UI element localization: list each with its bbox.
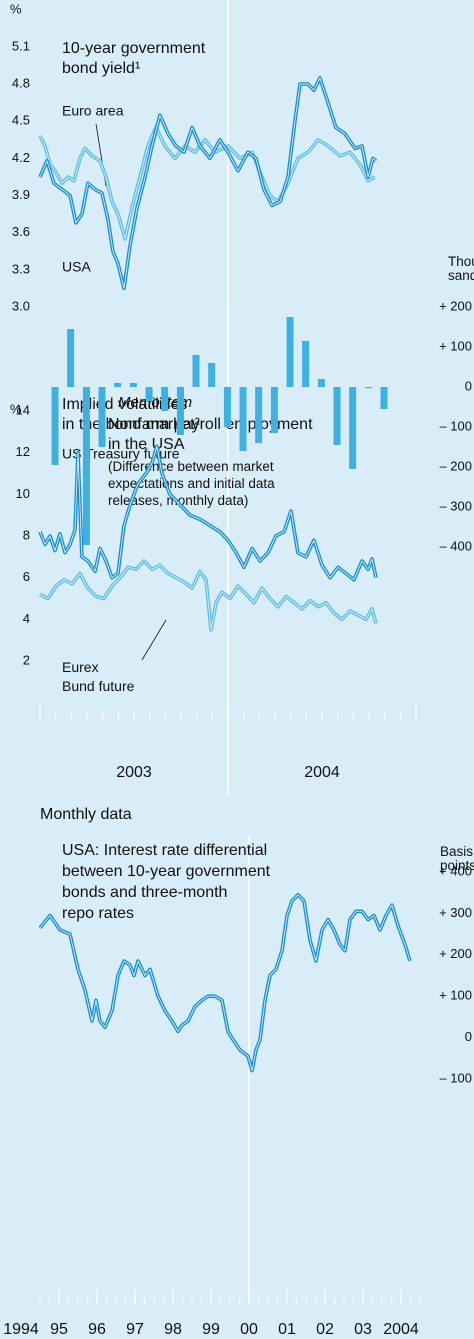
x-tick-label: 2003 [116,764,152,781]
y-tick-label: 12 [16,444,30,459]
y-unit: Basis points [440,844,474,873]
bar [317,379,325,387]
bar [67,329,75,387]
series-label: USA [62,259,91,275]
subtitle: Monthly data [40,806,132,823]
annotation: Memo item [118,394,192,411]
y-tick-label: 6 [23,569,30,584]
series-line-inner [39,77,377,289]
series-label: Euro area [62,103,124,119]
y-tick-label: 4.5 [12,113,30,128]
y-tick-label: 4.8 [12,76,30,91]
bar [82,387,90,545]
bar [270,387,278,433]
x-tick-label: 97 [126,1321,144,1338]
y-tick-label: 8 [23,527,30,542]
series-label: Eurex Bund future [62,659,135,694]
x-tick-label: 03 [354,1321,372,1338]
series-label: US Treasury future [62,446,180,462]
y-tick-label: – 300 [439,498,472,513]
bar [114,383,122,387]
y-tick-label: + 400 [439,863,472,878]
bar [302,341,310,387]
bar [192,355,200,387]
x-tick-label: 2004 [304,764,340,781]
y-unit: Thou-sands [448,254,474,283]
y-tick-label: – 100 [439,418,472,433]
y-tick-label: + 100 [439,988,472,1003]
series-line-inner [39,560,377,631]
x-tick-label: 96 [88,1321,106,1338]
y-tick-label: – 100 [439,1070,472,1085]
y-tick-label: 4 [23,611,30,626]
x-tick-label: 2004 [383,1321,419,1338]
y-tick-label: 3.9 [12,187,30,202]
y-tick-label: 3.6 [12,224,30,239]
x-tick-label: 01 [278,1321,296,1338]
bar [364,387,372,389]
bar [176,387,184,435]
series-line-inner [39,894,411,1072]
bar [98,387,106,447]
x-tick-label: 95 [50,1321,68,1338]
x-tick-label: 00 [240,1321,258,1338]
bar [223,387,231,427]
bar [239,387,247,451]
y-tick-label: + 200 [439,946,472,961]
x-tick-label: 98 [164,1321,182,1338]
bar [380,387,388,409]
chart-title: Implied volatilities in the bond market² [62,396,201,433]
bar [255,387,263,443]
bar [208,363,216,387]
bar [129,383,137,387]
series-line-inner [39,127,376,240]
series-line-inner [39,445,377,581]
y-tick-label: 5.1 [12,38,30,53]
y-tick-label: 2 [23,652,30,667]
y-tick-label: 3.3 [12,261,30,276]
chart-title: 10-year government bond yield¹ [62,40,206,77]
x-tick-label: 1994 [3,1321,39,1338]
bar [145,387,153,401]
y-tick-label: + 200 [439,298,472,313]
bar [161,387,169,411]
bar [333,387,341,445]
bar [51,387,59,465]
y-tick-label: + 100 [439,338,472,353]
y-unit: % [10,1,22,16]
y-tick-label: 4.2 [12,150,30,165]
leader-line [141,619,167,661]
y-tick-label: 3.0 [12,298,30,313]
y-tick-label: 10 [16,486,30,501]
x-tick-label: 99 [202,1321,220,1338]
x-tick-label: 02 [316,1321,334,1338]
chart-title: USA: Interest rate differential between 1… [62,842,271,922]
bar [286,317,294,387]
y-tick-label: 0 [465,1029,472,1044]
y-tick-label: – 200 [439,458,472,473]
y-tick-label: + 300 [439,905,472,920]
bar [349,387,357,469]
y-tick-label: 14 [16,402,30,417]
y-tick-label: 0 [465,378,472,393]
y-tick-label: – 400 [439,538,472,553]
y-unit: % [10,401,22,416]
